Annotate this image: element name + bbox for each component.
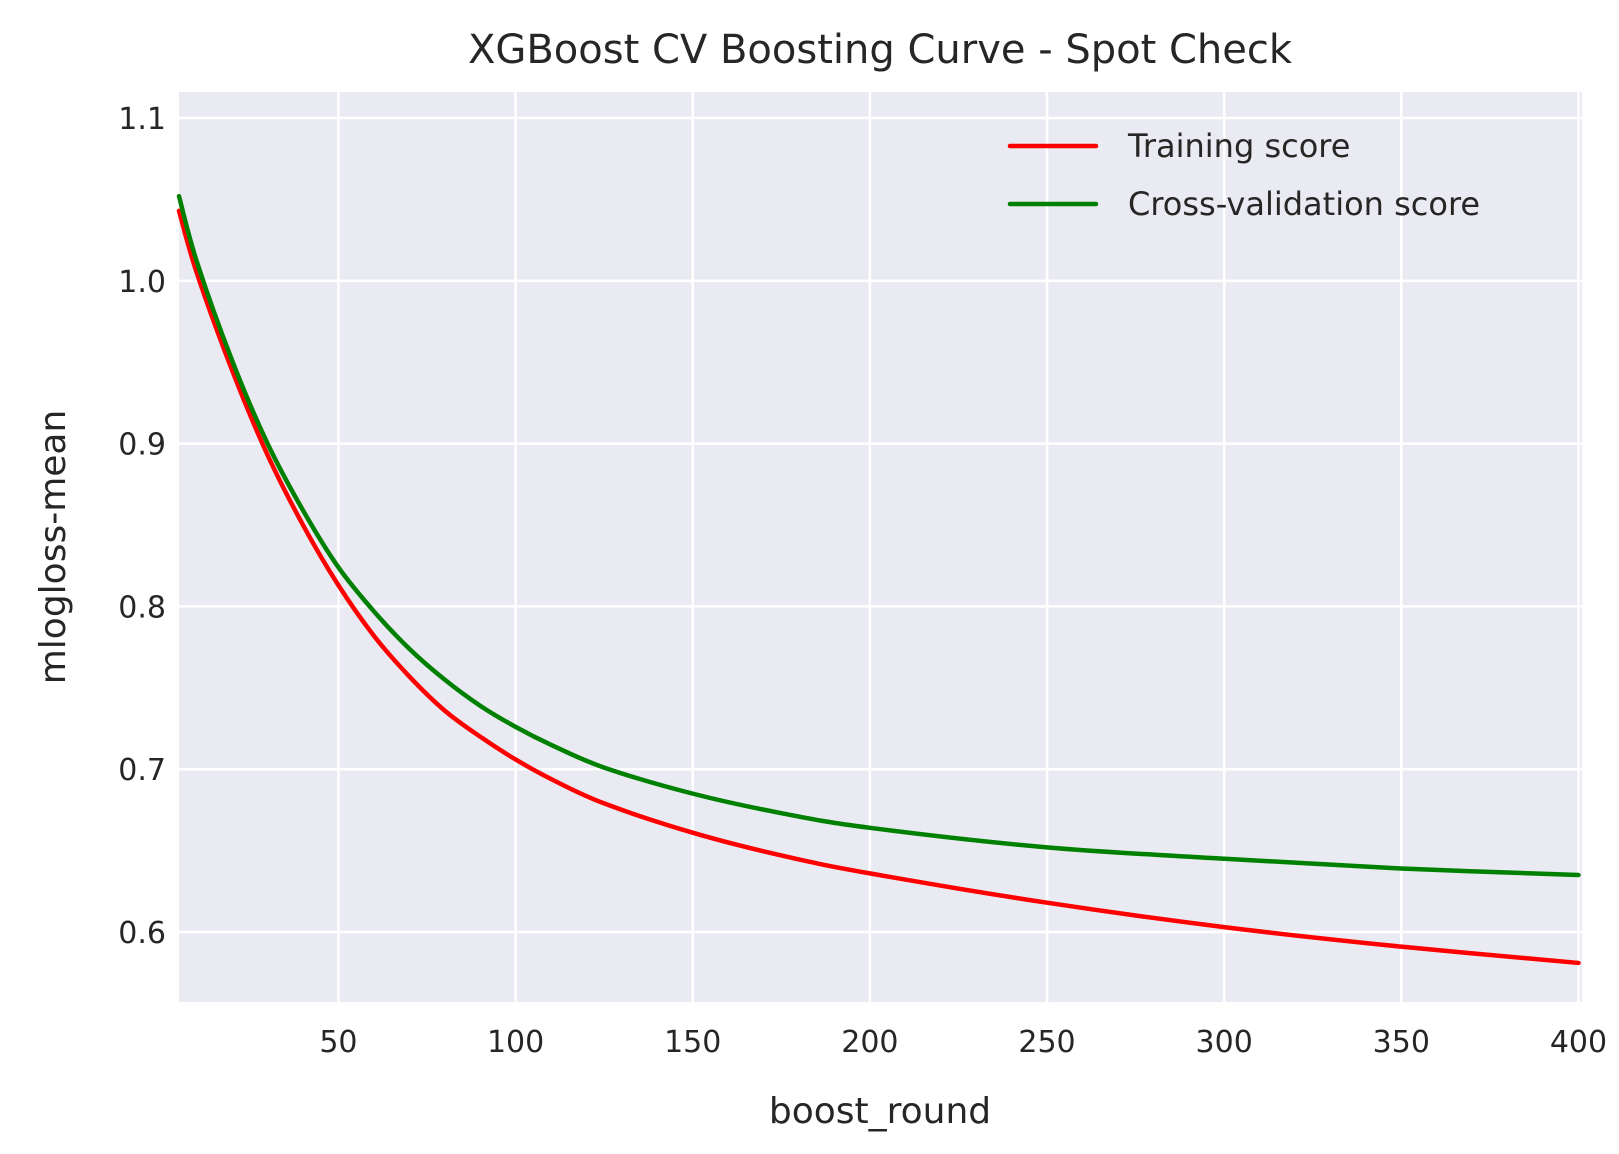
x-tick-label: 200 — [841, 1025, 898, 1060]
legend-label: Training score — [1127, 127, 1350, 165]
x-axis-ticks: 50 100 150 200 250 300 350 400 — [319, 1025, 1607, 1060]
y-tick-label: 1.1 — [118, 102, 166, 137]
x-axis-label: boost_round — [769, 1091, 991, 1132]
y-tick-label: 0.6 — [118, 916, 166, 951]
chart-title: XGBoost CV Boosting Curve - Spot Check — [468, 27, 1293, 73]
x-tick-label: 150 — [664, 1025, 721, 1060]
y-axis-ticks: 0.6 0.7 0.8 0.9 1.0 1.1 — [118, 102, 166, 951]
x-tick-label: 250 — [1018, 1025, 1075, 1060]
y-tick-label: 1.0 — [118, 265, 166, 300]
y-tick-label: 0.8 — [118, 590, 166, 625]
y-tick-label: 0.7 — [118, 753, 166, 788]
legend-label: Cross-validation score — [1128, 185, 1480, 223]
x-tick-label: 100 — [487, 1025, 544, 1060]
y-tick-label: 0.9 — [118, 428, 166, 463]
x-tick-label: 300 — [1196, 1025, 1253, 1060]
x-tick-label: 400 — [1550, 1025, 1607, 1060]
x-tick-label: 350 — [1373, 1025, 1430, 1060]
y-axis-label: mlogloss-mean — [33, 410, 74, 685]
x-tick-label: 50 — [319, 1025, 357, 1060]
